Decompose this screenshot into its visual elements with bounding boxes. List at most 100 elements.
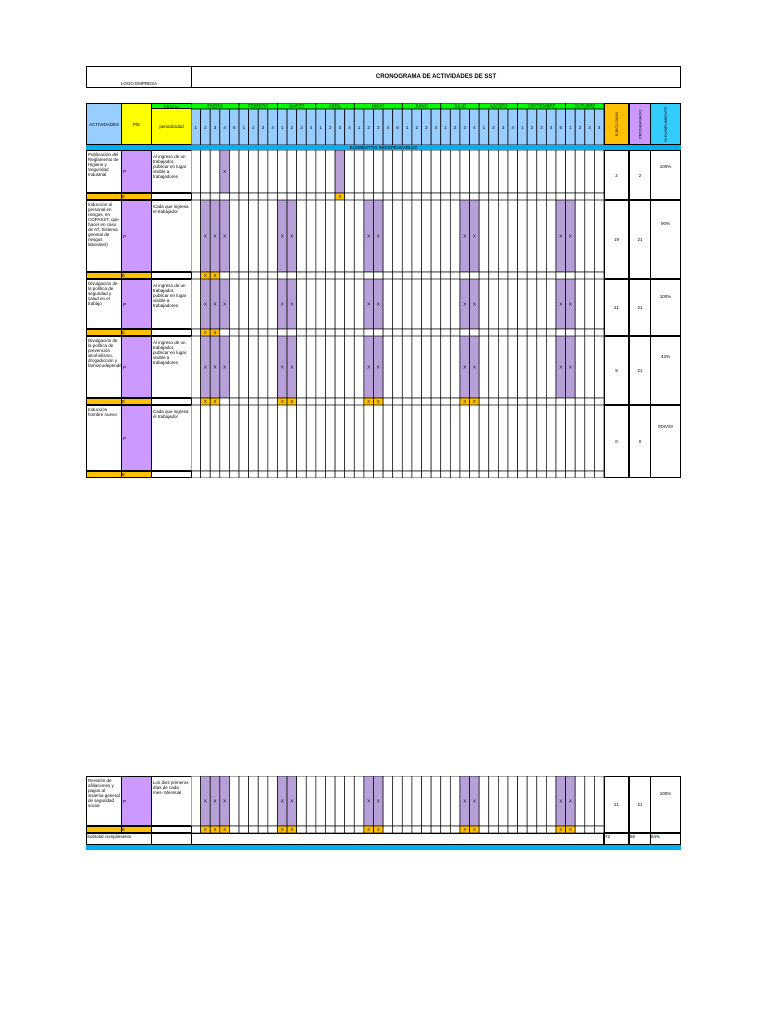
week-cell [353, 279, 365, 330]
week-cell [584, 397, 595, 405]
month-label-8: SEPTIEMBRE [528, 104, 556, 109]
week-cell [536, 192, 547, 200]
week-cell [219, 328, 230, 336]
week-cell [565, 470, 576, 478]
week-cell [546, 470, 557, 478]
week-cell [440, 825, 451, 833]
week-cell [440, 192, 451, 200]
week-cell [209, 150, 221, 194]
week-label: 2 [291, 125, 294, 130]
week-cell [191, 405, 201, 472]
week-cell [257, 192, 269, 200]
week-cell [382, 405, 394, 472]
mark-x: X [214, 302, 217, 307]
activity-cell: Revisión de afiliaciones y pagos al sist… [86, 776, 122, 826]
week-cell [507, 192, 518, 200]
week-cell [497, 397, 509, 405]
week-cell [248, 279, 259, 330]
week-cell [363, 470, 374, 478]
week-cell [344, 336, 355, 399]
week-cell [526, 825, 538, 833]
mark-x: X [377, 399, 380, 404]
mark-x: X [223, 302, 226, 307]
week-label: 3 [214, 125, 217, 130]
title-cell: CRONOGRAMA DE ACTIVIDADES DE SST [191, 66, 681, 88]
week-cell [536, 405, 547, 472]
mark-x: X [367, 799, 370, 804]
week-cell [449, 328, 461, 336]
week-cell [267, 200, 278, 273]
week-cell [238, 397, 249, 405]
week-cell [459, 328, 470, 336]
week-cell [517, 150, 528, 194]
week-cell [296, 192, 307, 200]
week-cell [344, 825, 355, 833]
week-cell [373, 150, 384, 194]
week-cell [353, 405, 365, 472]
week-cell [392, 825, 403, 833]
ejecutado-label: EJECUTADO [614, 112, 619, 136]
week-cell [353, 397, 365, 405]
week-cell [421, 470, 432, 478]
week-cell [363, 405, 374, 472]
mark-x: X [223, 799, 226, 804]
week-cell [325, 776, 336, 827]
week-cell [430, 776, 442, 827]
week-label: 1 [406, 125, 409, 130]
week-cell [488, 405, 499, 472]
week-cell [248, 336, 259, 399]
mark-x: X [473, 827, 476, 832]
week-cell [344, 271, 355, 279]
week-cell [507, 470, 518, 478]
week-cell [517, 776, 528, 827]
week-cell [344, 470, 355, 478]
week-cell [305, 405, 317, 472]
mark-x: X [281, 302, 284, 307]
periodicidad-lower [151, 193, 192, 200]
week-cell [546, 397, 557, 405]
week-cell [305, 470, 317, 478]
mark-x: X [473, 799, 476, 804]
week-cell [526, 470, 538, 478]
week-cell [296, 405, 307, 472]
month-label-2: MARZO [289, 104, 305, 109]
week-cell [277, 271, 288, 279]
pe-cell: P [121, 776, 152, 826]
week-cell [344, 279, 355, 330]
week-cell [536, 150, 547, 194]
week-cell [430, 397, 442, 405]
periodicidad-cell: Cada que ingresa el trabajador [151, 200, 192, 272]
week-cell [229, 200, 240, 273]
week-cell [353, 825, 365, 833]
week-label: 1 [281, 125, 284, 130]
week-cell [334, 470, 346, 478]
week-cell [507, 200, 518, 273]
header-programado: PROGRAMADO [629, 103, 651, 145]
week-cell [392, 271, 403, 279]
week-cell [594, 825, 604, 833]
week-cell [344, 328, 355, 336]
month-label-6: JULIO [454, 104, 467, 109]
week-cell [469, 150, 480, 194]
week-cell [507, 336, 518, 399]
week-cell [565, 150, 576, 194]
week-cell [229, 192, 240, 200]
week-cell [315, 192, 326, 200]
week-cell [382, 150, 394, 194]
week-cell [421, 150, 432, 194]
mark-x: X [559, 799, 562, 804]
week-cell [574, 279, 586, 330]
week-cell [469, 328, 480, 336]
week-cell [373, 328, 384, 336]
periodicidad-lower [151, 272, 192, 279]
week-cell [401, 336, 413, 399]
week-cell [257, 825, 269, 833]
week-cell [296, 271, 307, 279]
week-cell [286, 271, 298, 279]
week-cell [238, 336, 249, 399]
week-cell [200, 150, 211, 194]
week-cell [459, 192, 470, 200]
week-cell [440, 776, 451, 827]
week-cell [382, 336, 394, 399]
week-cell [411, 470, 422, 478]
